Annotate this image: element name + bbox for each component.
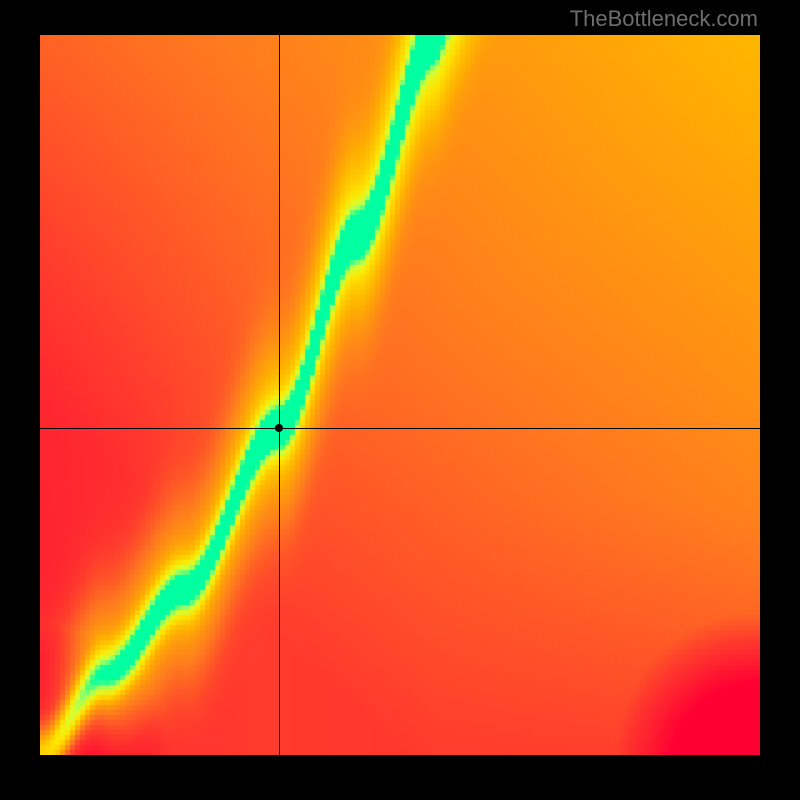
watermark-text: TheBottleneck.com [570, 6, 758, 32]
heatmap-canvas [40, 35, 760, 755]
page-root: TheBottleneck.com [0, 0, 800, 800]
bottleneck-heatmap [40, 35, 760, 755]
crosshair-vertical [279, 35, 280, 755]
crosshair-horizontal [40, 428, 760, 429]
